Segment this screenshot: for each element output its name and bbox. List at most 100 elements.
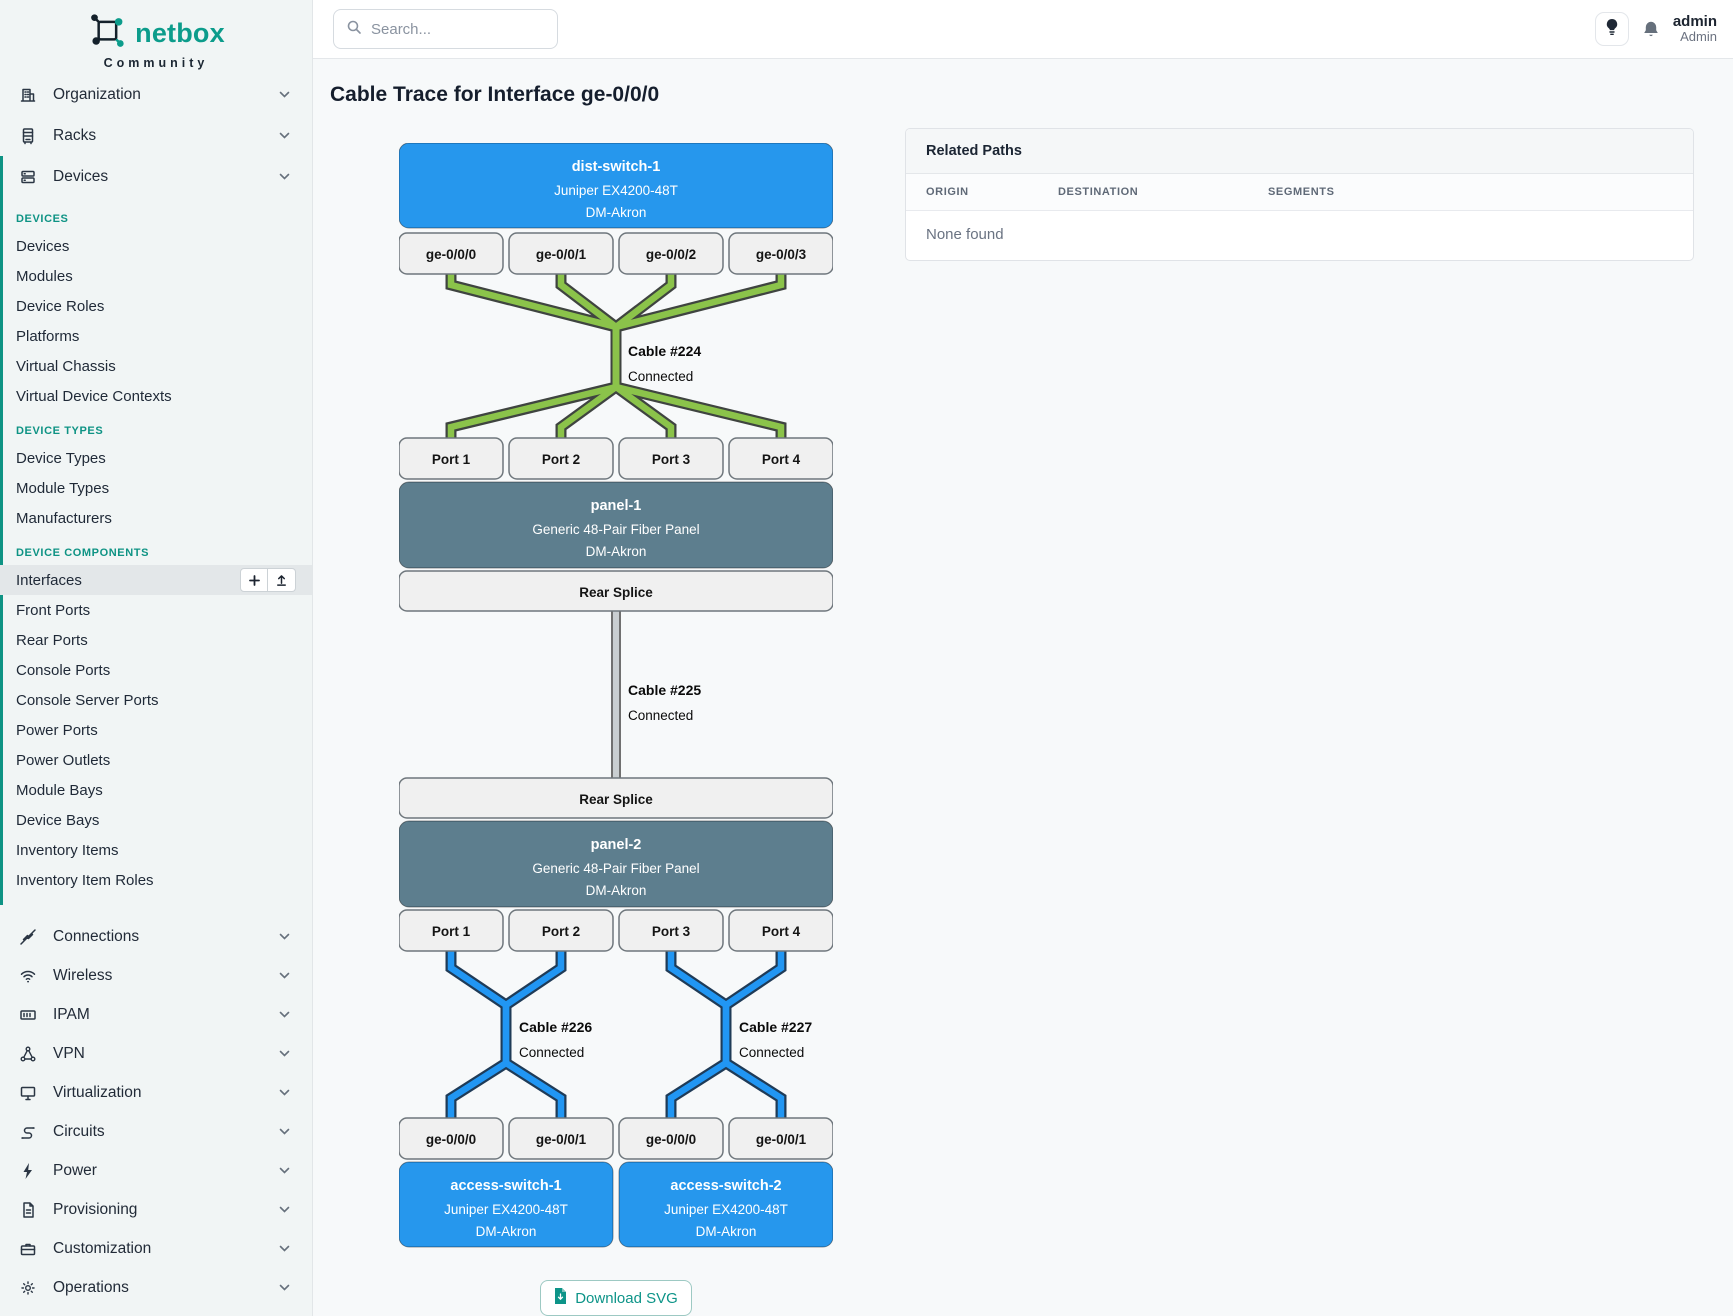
node-dist-switch-1[interactable]: dist-switch-1 Juniper EX4200-48T DM-Akro… — [398, 142, 834, 229]
network-nodes-icon — [19, 1044, 39, 1064]
sidebar-item-virtual-chassis[interactable]: Virtual Chassis — [16, 357, 116, 375]
cable-226-label[interactable]: Cable #226 Connected — [519, 1019, 592, 1060]
port-panel1-rear-splice[interactable]: Rear Splice — [398, 570, 834, 612]
sidebar-item-platforms[interactable]: Platforms — [16, 327, 80, 345]
sidebar-item-power-ports[interactable]: Power Ports — [16, 721, 98, 739]
cable-227-label[interactable]: Cable #227 Connected — [739, 1019, 812, 1060]
sidebar-bottom-nav: Connections Wireless IPAM — [0, 917, 312, 1307]
cable-224-label[interactable]: Cable #224 Connected — [628, 343, 701, 384]
svg-text:Connected: Connected — [628, 708, 693, 723]
sidebar-item-virtualization[interactable]: Virtualization — [0, 1073, 312, 1112]
sidebar-item-provisioning[interactable]: Provisioning — [0, 1190, 312, 1229]
port-panel2-port1[interactable]: Port 1 — [398, 909, 504, 952]
svg-text:ge-0/0/2: ge-0/0/2 — [646, 247, 696, 262]
chevron-down-icon — [279, 1089, 290, 1097]
node-access-switch-1[interactable]: access-switch-1 Juniper EX4200-48T DM-Ak… — [398, 1161, 614, 1248]
svg-text:ge-0/0/0: ge-0/0/0 — [426, 247, 476, 262]
svg-text:DM-Akron: DM-Akron — [696, 1224, 757, 1239]
sidebar-item-label: Circuits — [53, 1122, 105, 1140]
cable-225-label[interactable]: Cable #225 Connected — [628, 682, 701, 723]
chevron-down-icon — [279, 1011, 290, 1019]
brand-tagline: Community — [103, 56, 209, 70]
node-panel-1[interactable]: panel-1 Generic 48-Pair Fiber Panel DM-A… — [398, 481, 834, 569]
search-input[interactable] — [371, 20, 545, 38]
sidebar-item-circuits[interactable]: Circuits — [0, 1112, 312, 1151]
download-svg-button[interactable]: Download SVG — [540, 1280, 692, 1316]
sidebar-item-label: Virtualization — [53, 1083, 142, 1101]
rack-icon — [19, 126, 39, 146]
svg-text:ge-0/0/0: ge-0/0/0 — [646, 1132, 696, 1147]
chevron-down-icon — [279, 1050, 290, 1058]
node-panel-2[interactable]: panel-2 Generic 48-Pair Fiber Panel DM-A… — [398, 820, 834, 908]
sidebar-item-console-ports[interactable]: Console Ports — [16, 661, 111, 679]
port-panel2-port3[interactable]: Port 3 — [618, 909, 724, 952]
sidebar-item-console-server-ports[interactable]: Console Server Ports — [16, 691, 159, 709]
port-sw1-ge-0-0-0[interactable]: ge-0/0/0 — [398, 1117, 504, 1160]
add-interface-button[interactable] — [240, 568, 268, 592]
user-menu[interactable]: admin Admin — [1673, 13, 1717, 45]
sidebar-item-interfaces[interactable]: Interfaces — [0, 565, 312, 595]
sidebar-item-power[interactable]: Power — [0, 1151, 312, 1190]
sidebar-item-device-types[interactable]: Device Types — [16, 449, 106, 467]
sidebar-item-connections[interactable]: Connections — [0, 917, 312, 956]
svg-text:Port 2: Port 2 — [542, 924, 580, 939]
sidebar-item-manufacturers[interactable]: Manufacturers — [16, 509, 112, 527]
sidebar-item-devices-list[interactable]: Devices — [16, 237, 70, 255]
sidebar-item-inventory-items[interactable]: Inventory Items — [16, 841, 119, 859]
sidebar-item-module-bays[interactable]: Module Bays — [16, 781, 103, 799]
cable-226-227-lines[interactable] — [447, 951, 785, 1118]
port-ge-0-0-0[interactable]: ge-0/0/0 — [398, 232, 504, 275]
brand[interactable]: netbox Community — [0, 0, 312, 74]
document-icon — [19, 1200, 39, 1220]
wifi-icon — [19, 966, 39, 986]
port-sw1-ge-0-0-1[interactable]: ge-0/0/1 — [508, 1117, 614, 1160]
sidebar-item-module-types[interactable]: Module Types — [16, 479, 110, 497]
port-sw2-ge-0-0-0[interactable]: ge-0/0/0 — [618, 1117, 724, 1160]
sidebar-item-virtual-device-contexts[interactable]: Virtual Device Contexts — [16, 387, 172, 405]
port-ge-0-0-3[interactable]: ge-0/0/3 — [728, 232, 834, 275]
sidebar-item-rear-ports[interactable]: Rear Ports — [16, 631, 88, 649]
svg-text:panel-1: panel-1 — [591, 498, 642, 514]
briefcase-icon — [19, 1239, 39, 1259]
building-icon — [19, 85, 39, 105]
sidebar-item-vpn[interactable]: VPN — [0, 1034, 312, 1073]
sidebar-item-device-roles[interactable]: Device Roles — [16, 297, 105, 315]
sidebar-item-devices[interactable]: Devices — [0, 156, 312, 197]
sidebar-item-inventory-item-roles[interactable]: Inventory Item Roles — [16, 871, 154, 889]
sidebar-item-ipam[interactable]: IPAM — [0, 995, 312, 1034]
sidebar-item-racks[interactable]: Racks — [0, 115, 312, 156]
svg-text:Juniper EX4200-48T: Juniper EX4200-48T — [444, 1202, 568, 1217]
sidebar-item-label: Provisioning — [53, 1200, 138, 1218]
sidebar-item-customization[interactable]: Customization — [0, 1229, 312, 1268]
port-panel1-port1[interactable]: Port 1 — [398, 437, 504, 480]
sidebar-item-operations[interactable]: Operations — [0, 1268, 312, 1307]
sidebar-item-modules[interactable]: Modules — [16, 267, 73, 285]
import-interfaces-button[interactable] — [268, 568, 296, 592]
port-panel1-port4[interactable]: Port 4 — [728, 437, 834, 480]
svg-text:Port 4: Port 4 — [762, 924, 801, 939]
cable-224-lines[interactable] — [447, 274, 785, 438]
sidebar-item-label: Devices — [53, 167, 109, 185]
node-access-switch-2[interactable]: access-switch-2 Juniper EX4200-48T DM-Ak… — [618, 1161, 834, 1248]
svg-text:DM-Akron: DM-Akron — [586, 205, 647, 220]
sidebar-item-organization[interactable]: Organization — [0, 74, 312, 115]
sidebar-item-front-ports[interactable]: Front Ports — [16, 601, 91, 619]
sidebar-item-power-outlets[interactable]: Power Outlets — [16, 751, 111, 769]
port-panel1-port3[interactable]: Port 3 — [618, 437, 724, 480]
ipam-card-icon — [19, 1005, 39, 1025]
theme-toggle-button[interactable] — [1594, 12, 1629, 46]
plug-icon — [19, 927, 39, 947]
port-panel1-port2[interactable]: Port 2 — [508, 437, 614, 480]
port-panel2-port2[interactable]: Port 2 — [508, 909, 614, 952]
svg-text:ge-0/0/1: ge-0/0/1 — [536, 1132, 587, 1147]
port-panel2-rear-splice[interactable]: Rear Splice — [398, 777, 834, 819]
port-ge-0-0-2[interactable]: ge-0/0/2 — [618, 232, 724, 275]
svg-text:Cable #226: Cable #226 — [519, 1019, 592, 1035]
sidebar-item-wireless[interactable]: Wireless — [0, 956, 312, 995]
port-sw2-ge-0-0-1[interactable]: ge-0/0/1 — [728, 1117, 834, 1160]
port-panel2-port4[interactable]: Port 4 — [728, 909, 834, 952]
notifications-bell-icon[interactable] — [1642, 20, 1660, 39]
port-ge-0-0-1[interactable]: ge-0/0/1 — [508, 232, 614, 275]
sidebar-item-device-bays[interactable]: Device Bays — [16, 811, 100, 829]
